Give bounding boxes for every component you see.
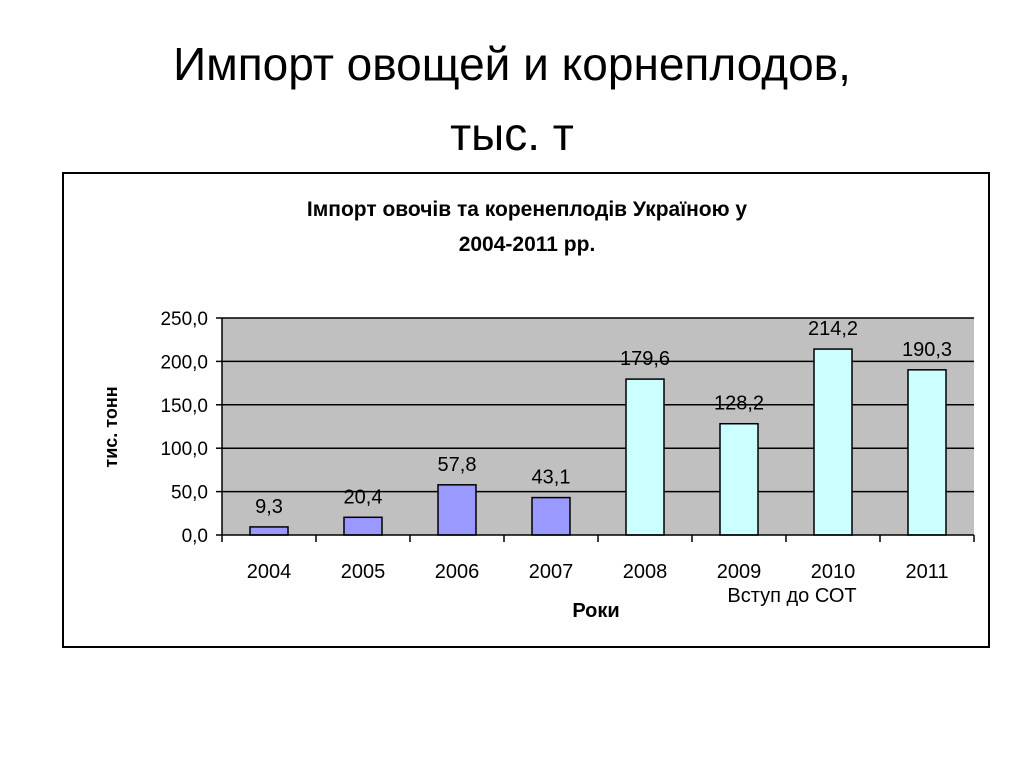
x-tick-label-2006: 2006 bbox=[435, 561, 480, 583]
y-tick-label: 50,0 bbox=[171, 483, 208, 504]
data-label-2004: 9,3 bbox=[255, 496, 283, 518]
bar-2008 bbox=[625, 378, 665, 536]
y-tick-label: 150,0 bbox=[160, 396, 208, 417]
bar-2009 bbox=[719, 422, 759, 536]
x-axis-label: Роки bbox=[572, 600, 619, 622]
x-tick-label-2004: 2004 bbox=[247, 561, 292, 583]
data-label-2009: 128,2 bbox=[714, 393, 764, 415]
bar-2006 bbox=[437, 484, 477, 536]
x-tick-label-2009: 2009 bbox=[717, 561, 762, 583]
x-tick-label-2005: 2005 bbox=[341, 561, 386, 583]
slide-title-line2: тыс. т bbox=[450, 108, 574, 160]
x-tick-label-2007: 2007 bbox=[529, 561, 574, 583]
chart-title-line2: 2004-2011 рр. bbox=[459, 233, 596, 256]
x-tick-label-2011: 2011 bbox=[905, 561, 948, 583]
axes bbox=[216, 317, 975, 542]
plot-area bbox=[222, 318, 974, 535]
y-tick-label: 200,0 bbox=[160, 352, 208, 373]
x-tick-labels: 2004 2005 2006 2007 2008 2009 2010 2011 bbox=[247, 561, 949, 583]
y-tick-label: 0,0 bbox=[182, 526, 208, 547]
bar-2011 bbox=[907, 369, 947, 536]
x-tick-label-2010: 2010 bbox=[811, 561, 856, 583]
slide-title-line1: Импорт овощей и корнеплодов, bbox=[173, 38, 851, 90]
bars bbox=[249, 348, 947, 536]
data-label-2011: 190,3 bbox=[902, 339, 952, 361]
data-label-2005: 20,4 bbox=[344, 486, 383, 508]
data-label-2008: 179,6 bbox=[620, 348, 670, 370]
bar-2007 bbox=[531, 496, 571, 536]
annotation-wto-accession: Вступ до СОТ bbox=[727, 585, 856, 607]
y-tick-label: 100,0 bbox=[160, 439, 208, 460]
bar-2004 bbox=[249, 526, 289, 536]
data-label-2006: 57,8 bbox=[438, 454, 477, 476]
data-label-2010: 214,2 bbox=[808, 318, 858, 340]
bar-2005 bbox=[343, 516, 383, 536]
data-labels: 9,3 20,4 57,8 43,1 179,6 128,2 214,2 190,3 bbox=[255, 318, 952, 518]
y-tick-label: 250,0 bbox=[160, 309, 208, 330]
data-label-2007: 43,1 bbox=[532, 467, 571, 489]
bar-2010 bbox=[813, 348, 853, 536]
y-tick-labels: 0,0 50,0 100,0 150,0 200,0 250,0 bbox=[160, 309, 208, 547]
chart-title-line1: Імпорт овочів та коренеплодів Україною у bbox=[307, 198, 747, 221]
x-tick-label-2008: 2008 bbox=[623, 561, 668, 583]
y-axis-label: тис. тонн bbox=[101, 386, 121, 467]
